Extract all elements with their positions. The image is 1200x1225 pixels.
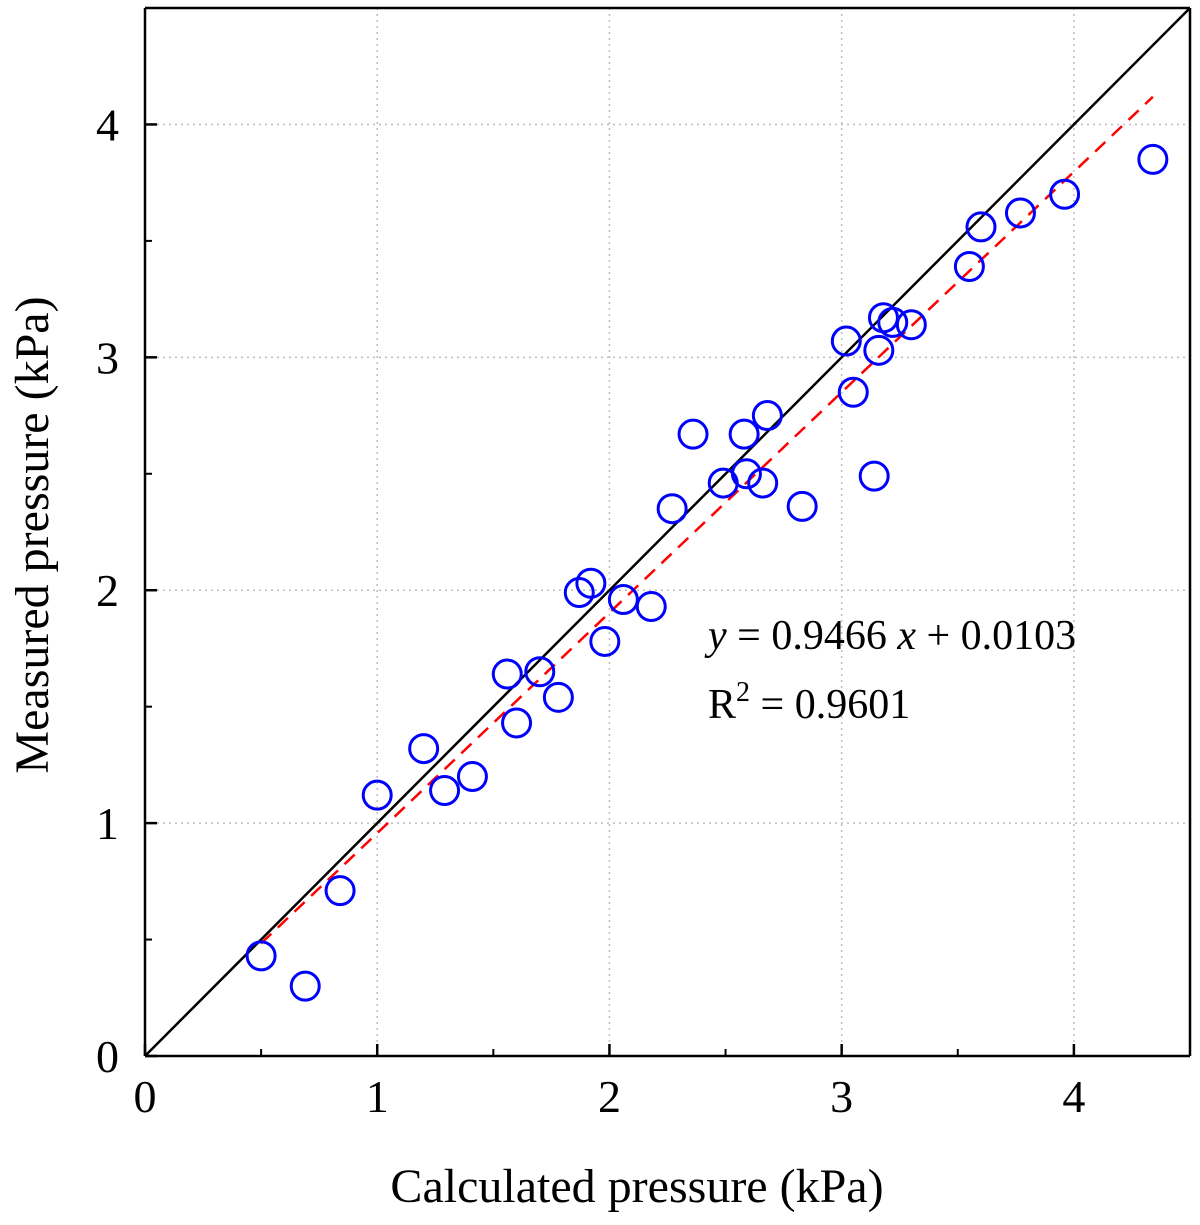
- data-points: [245, 143, 1169, 1002]
- data-point: [501, 707, 533, 739]
- data-point: [361, 779, 393, 811]
- data-point: [542, 681, 574, 713]
- x-axis-title: Calculated pressure (kPa): [390, 1160, 883, 1213]
- data-point: [953, 251, 985, 283]
- data-point: [677, 418, 709, 450]
- x-tick-label: 1: [366, 1071, 389, 1122]
- data-point: [324, 875, 356, 907]
- y-tick-label: 3: [96, 332, 119, 383]
- data-point: [863, 334, 895, 366]
- data-point: [456, 761, 488, 793]
- data-point: [751, 400, 783, 432]
- data-point: [730, 458, 762, 490]
- data-point: [635, 591, 667, 623]
- equation-slope: = 0.9466: [727, 613, 898, 659]
- x-tick-label: 4: [1062, 1071, 1085, 1122]
- x-tick-label: 0: [134, 1071, 157, 1122]
- data-point: [830, 325, 862, 357]
- data-point: [1004, 197, 1036, 229]
- data-point: [656, 493, 688, 525]
- data-point: [837, 376, 869, 408]
- data-point: [858, 460, 890, 492]
- reference-lines: [144, 7, 1191, 1057]
- axes: [143, 6, 1192, 1058]
- y-tick-label: 1: [96, 798, 119, 849]
- data-point: [786, 490, 818, 522]
- r-squared-value: = 0.9601: [750, 682, 910, 728]
- data-point: [895, 309, 927, 341]
- fit-line: [260, 95, 1154, 945]
- equation-x-var: x: [896, 613, 916, 659]
- tick-labels: 0 1 2 3 4 0 1 2 3 4: [96, 99, 1085, 1122]
- data-point: [747, 467, 779, 499]
- x-tick-label: 2: [598, 1071, 621, 1122]
- data-point: [289, 970, 321, 1002]
- equation-y-var: y: [704, 613, 727, 659]
- x-tick-label: 3: [830, 1071, 853, 1122]
- data-point: [1137, 143, 1169, 175]
- data-point: [524, 656, 556, 688]
- data-point: [877, 306, 909, 338]
- data-point: [589, 625, 621, 657]
- identity-line: [144, 7, 1191, 1057]
- r-squared: R2 = 0.9601: [708, 677, 910, 728]
- data-point: [245, 940, 277, 972]
- data-point: [607, 584, 639, 616]
- data-point: [491, 658, 523, 690]
- y-axis-title: Measured pressure (kPa): [6, 296, 59, 773]
- data-point: [965, 211, 997, 243]
- data-point: [563, 577, 595, 609]
- data-point: [429, 775, 461, 807]
- data-point: [575, 567, 607, 599]
- equation-intercept: + 0.0103: [916, 613, 1076, 659]
- r-squared-label: R: [708, 682, 736, 728]
- y-tick-label: 0: [96, 1031, 119, 1082]
- data-point: [408, 733, 440, 765]
- r-squared-sup: 2: [736, 677, 750, 708]
- fit-equation: y = 0.9466 x + 0.0103: [704, 613, 1076, 659]
- data-point: [728, 418, 760, 450]
- y-tick-label: 4: [96, 99, 119, 150]
- data-point: [1049, 178, 1081, 210]
- y-tick-label: 2: [96, 565, 119, 616]
